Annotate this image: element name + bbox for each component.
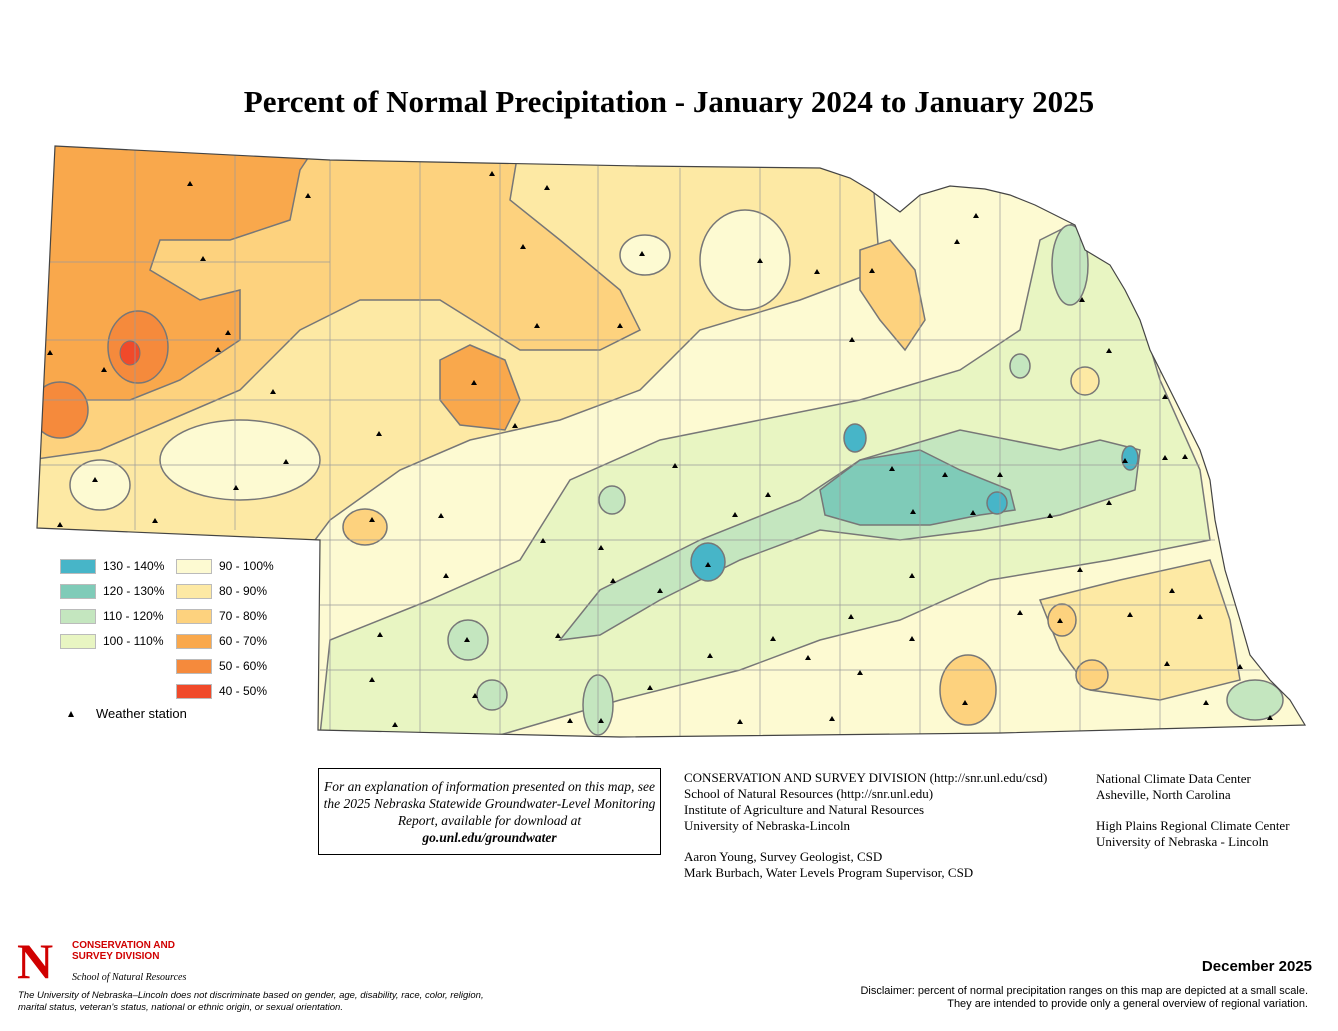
legend-item-40-50: 40 - 50% [176, 682, 267, 700]
credits-ncdc: National Climate Data Center Asheville, … [1096, 771, 1251, 802]
nebraska-n-icon: N [17, 933, 54, 989]
report-link[interactable]: go.unl.edu/groundwater [422, 830, 557, 845]
legend-item-70-80: 70 - 80% [176, 607, 267, 625]
legend-item-50-60: 50 - 60% [176, 657, 267, 675]
disclaimer: Disclaimer: percent of normal precipitat… [860, 985, 1308, 1010]
explanation-box: For an explanation of information presen… [318, 768, 661, 855]
legend-item-60-70: 60 - 70% [176, 632, 267, 650]
legend-item-130-140: 130 - 140% [60, 557, 164, 575]
map-title: Percent of Normal Precipitation - Januar… [243, 84, 1095, 119]
unl-logo: N CONSERVATION AND SURVEY DIVISION Schoo… [17, 933, 187, 989]
legend-item-120-130: 120 - 130% [60, 582, 164, 600]
legend: 130 - 140% 120 - 130% 110 - 120% 100 - 1… [60, 557, 320, 727]
legend-item-90-100: 90 - 100% [176, 557, 274, 575]
credits-hprcc: High Plains Regional Climate Center Univ… [1096, 818, 1290, 849]
map-date: December 2025 [1201, 958, 1312, 975]
credits-people: Aaron Young, Survey Geologist, CSD Mark … [684, 849, 974, 880]
nondiscrimination-statement: The University of Nebraska–Lincoln does … [18, 990, 484, 1013]
legend-item-80-90: 80 - 90% [176, 582, 267, 600]
station-legend: Weather station [68, 706, 187, 721]
legend-item-110-120: 110 - 120% [60, 607, 164, 625]
weather-station-icon [68, 710, 74, 717]
legend-item-100-110: 100 - 110% [60, 632, 164, 650]
credits-csd: CONSERVATION AND SURVEY DIVISION (http:/… [684, 770, 1048, 833]
